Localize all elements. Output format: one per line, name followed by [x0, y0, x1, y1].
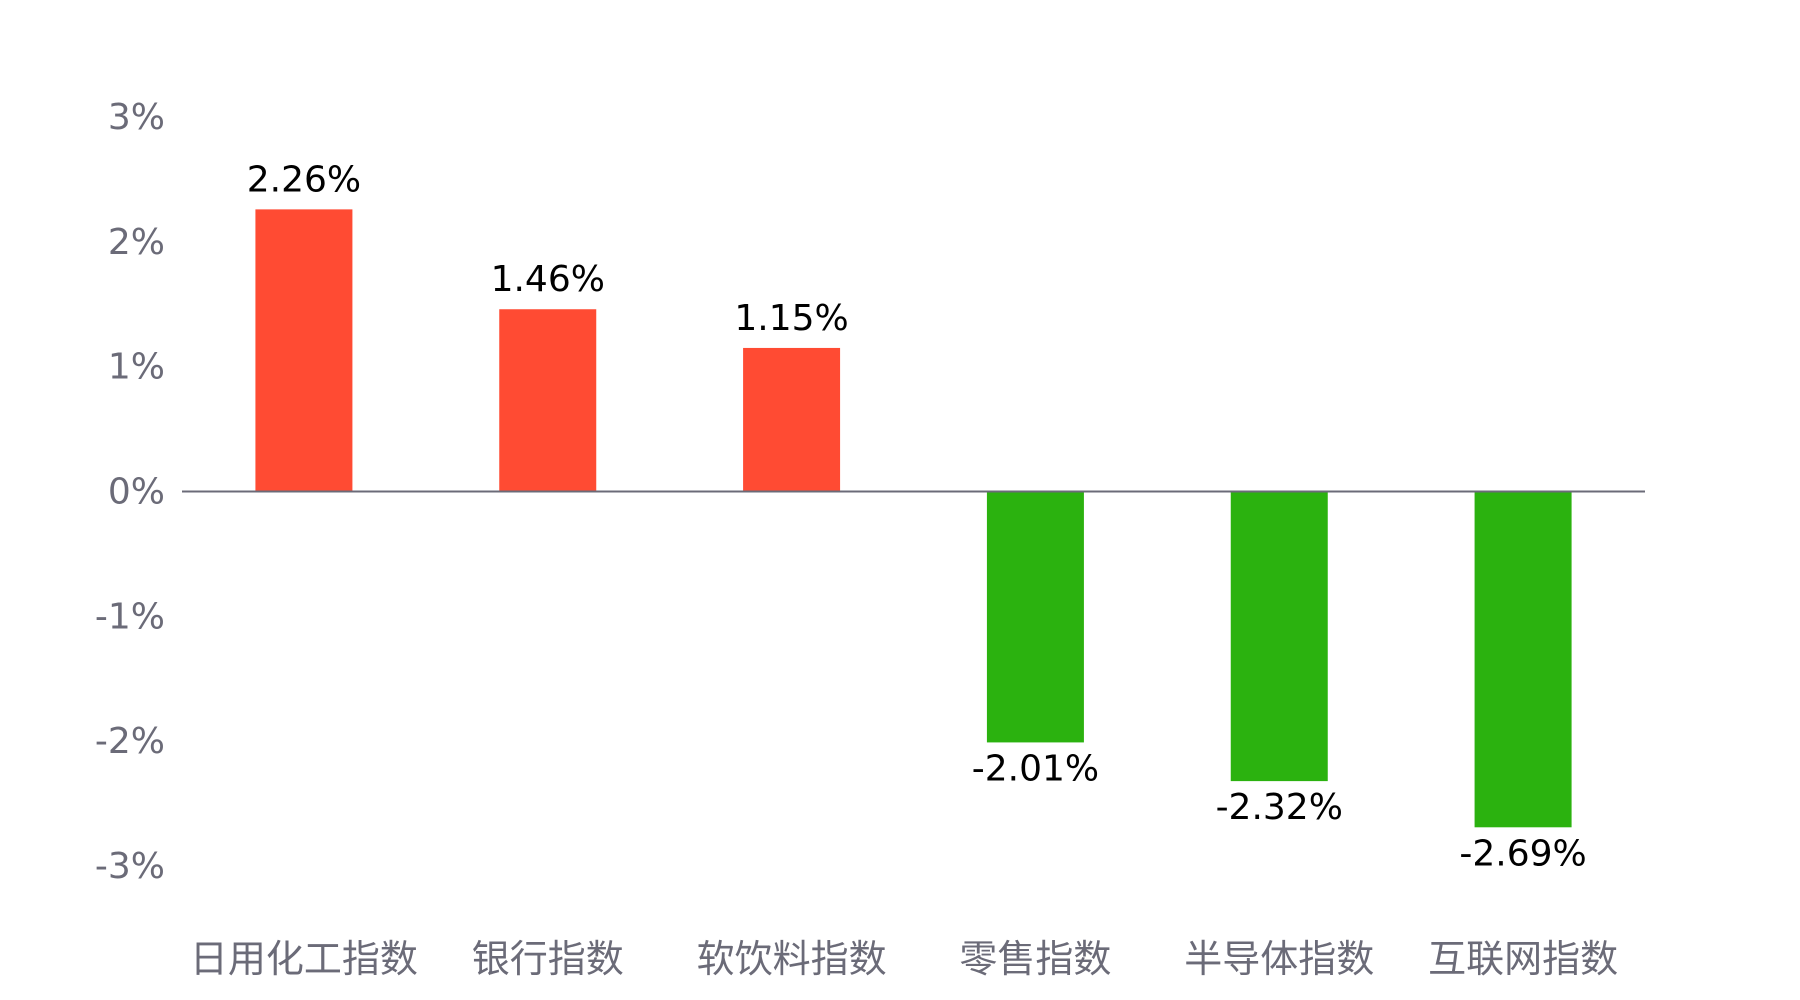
bar: [255, 209, 353, 492]
x-tick-label: 日用化工指数: [190, 937, 418, 981]
y-tick-label: 2%: [108, 222, 165, 263]
x-tick-label: 零售指数: [959, 937, 1111, 981]
data-label: 1.15%: [734, 298, 848, 339]
data-label: -2.69%: [1459, 833, 1586, 874]
y-tick-label: 0%: [108, 472, 165, 513]
bars: [255, 209, 1572, 828]
y-tick-label: -3%: [95, 846, 165, 887]
data-label: 2.26%: [247, 159, 361, 200]
x-tick-label: 半导体指数: [1184, 937, 1374, 981]
y-tick-label: 1%: [108, 347, 165, 388]
x-tick-label: 软饮料指数: [697, 937, 887, 981]
bar: [499, 309, 597, 492]
bar: [986, 491, 1084, 743]
y-axis: 3% 2% 1% 0% -1% -2% -3%: [95, 97, 165, 887]
bar: [1474, 491, 1572, 828]
y-tick-label: -1%: [95, 596, 165, 637]
y-tick-label: 3%: [108, 97, 165, 138]
x-tick-label: 互联网指数: [1428, 937, 1618, 981]
data-label: -2.01%: [972, 748, 1099, 789]
data-label: -2.32%: [1216, 787, 1343, 828]
bar: [1230, 491, 1328, 782]
x-axis: 日用化工指数 银行指数 软饮料指数 零售指数 半导体指数 互联网指数: [190, 937, 1618, 981]
data-label: 1.46%: [491, 259, 605, 300]
y-tick-label: -2%: [95, 721, 165, 762]
data-labels: 2.26% 1.46% 1.15% -2.01% -2.32% -2.69%: [247, 159, 1587, 874]
x-tick-label: 银行指数: [472, 937, 624, 981]
bar: [743, 347, 841, 492]
